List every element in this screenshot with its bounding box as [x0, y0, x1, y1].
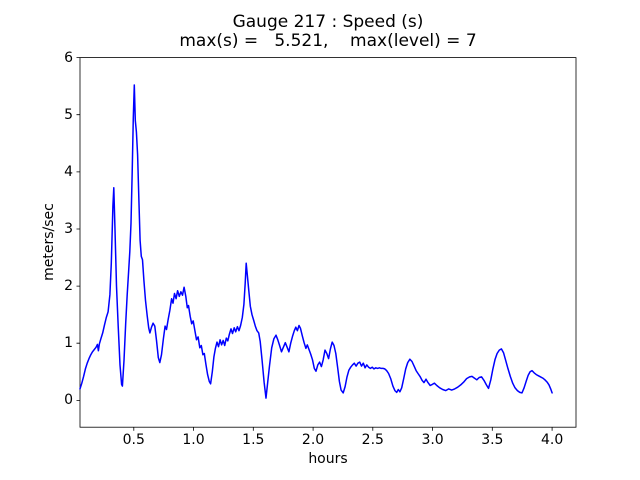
y-tick-label: 4 [64, 163, 73, 180]
y-axis-label: meters/sec [41, 203, 57, 281]
x-tick-label: 0.5 [122, 432, 145, 448]
axes-frame [79, 57, 577, 428]
x-tick-label: 2.0 [301, 432, 325, 448]
y-tick-label: 3 [64, 220, 73, 237]
y-tick-label: 6 [64, 49, 73, 66]
x-tick-label: 3.0 [421, 432, 444, 448]
y-tick-label: 2 [64, 278, 73, 295]
speed-line [79, 84, 553, 399]
x-tick-label: 4.0 [540, 432, 564, 448]
chart-title: Gauge 217 : Speed (s) [232, 12, 424, 32]
tick-marks [76, 57, 553, 431]
title-block: Gauge 217 : Speed (s) max(s) = 5.521, ma… [80, 13, 576, 51]
x-tick-label: 1.0 [182, 432, 205, 448]
x-axis-label: hours [308, 451, 348, 467]
chart-subtitle: max(s) = 5.521, max(level) = 7 [179, 31, 477, 51]
y-tick-label: 5 [64, 106, 73, 123]
y-tick-label: 0 [64, 392, 73, 409]
y-tick-label: 1 [64, 335, 73, 352]
x-tick-label: 2.5 [361, 432, 384, 448]
x-tick-label: 3.5 [481, 432, 504, 448]
x-tick-label: 1.5 [242, 432, 265, 448]
